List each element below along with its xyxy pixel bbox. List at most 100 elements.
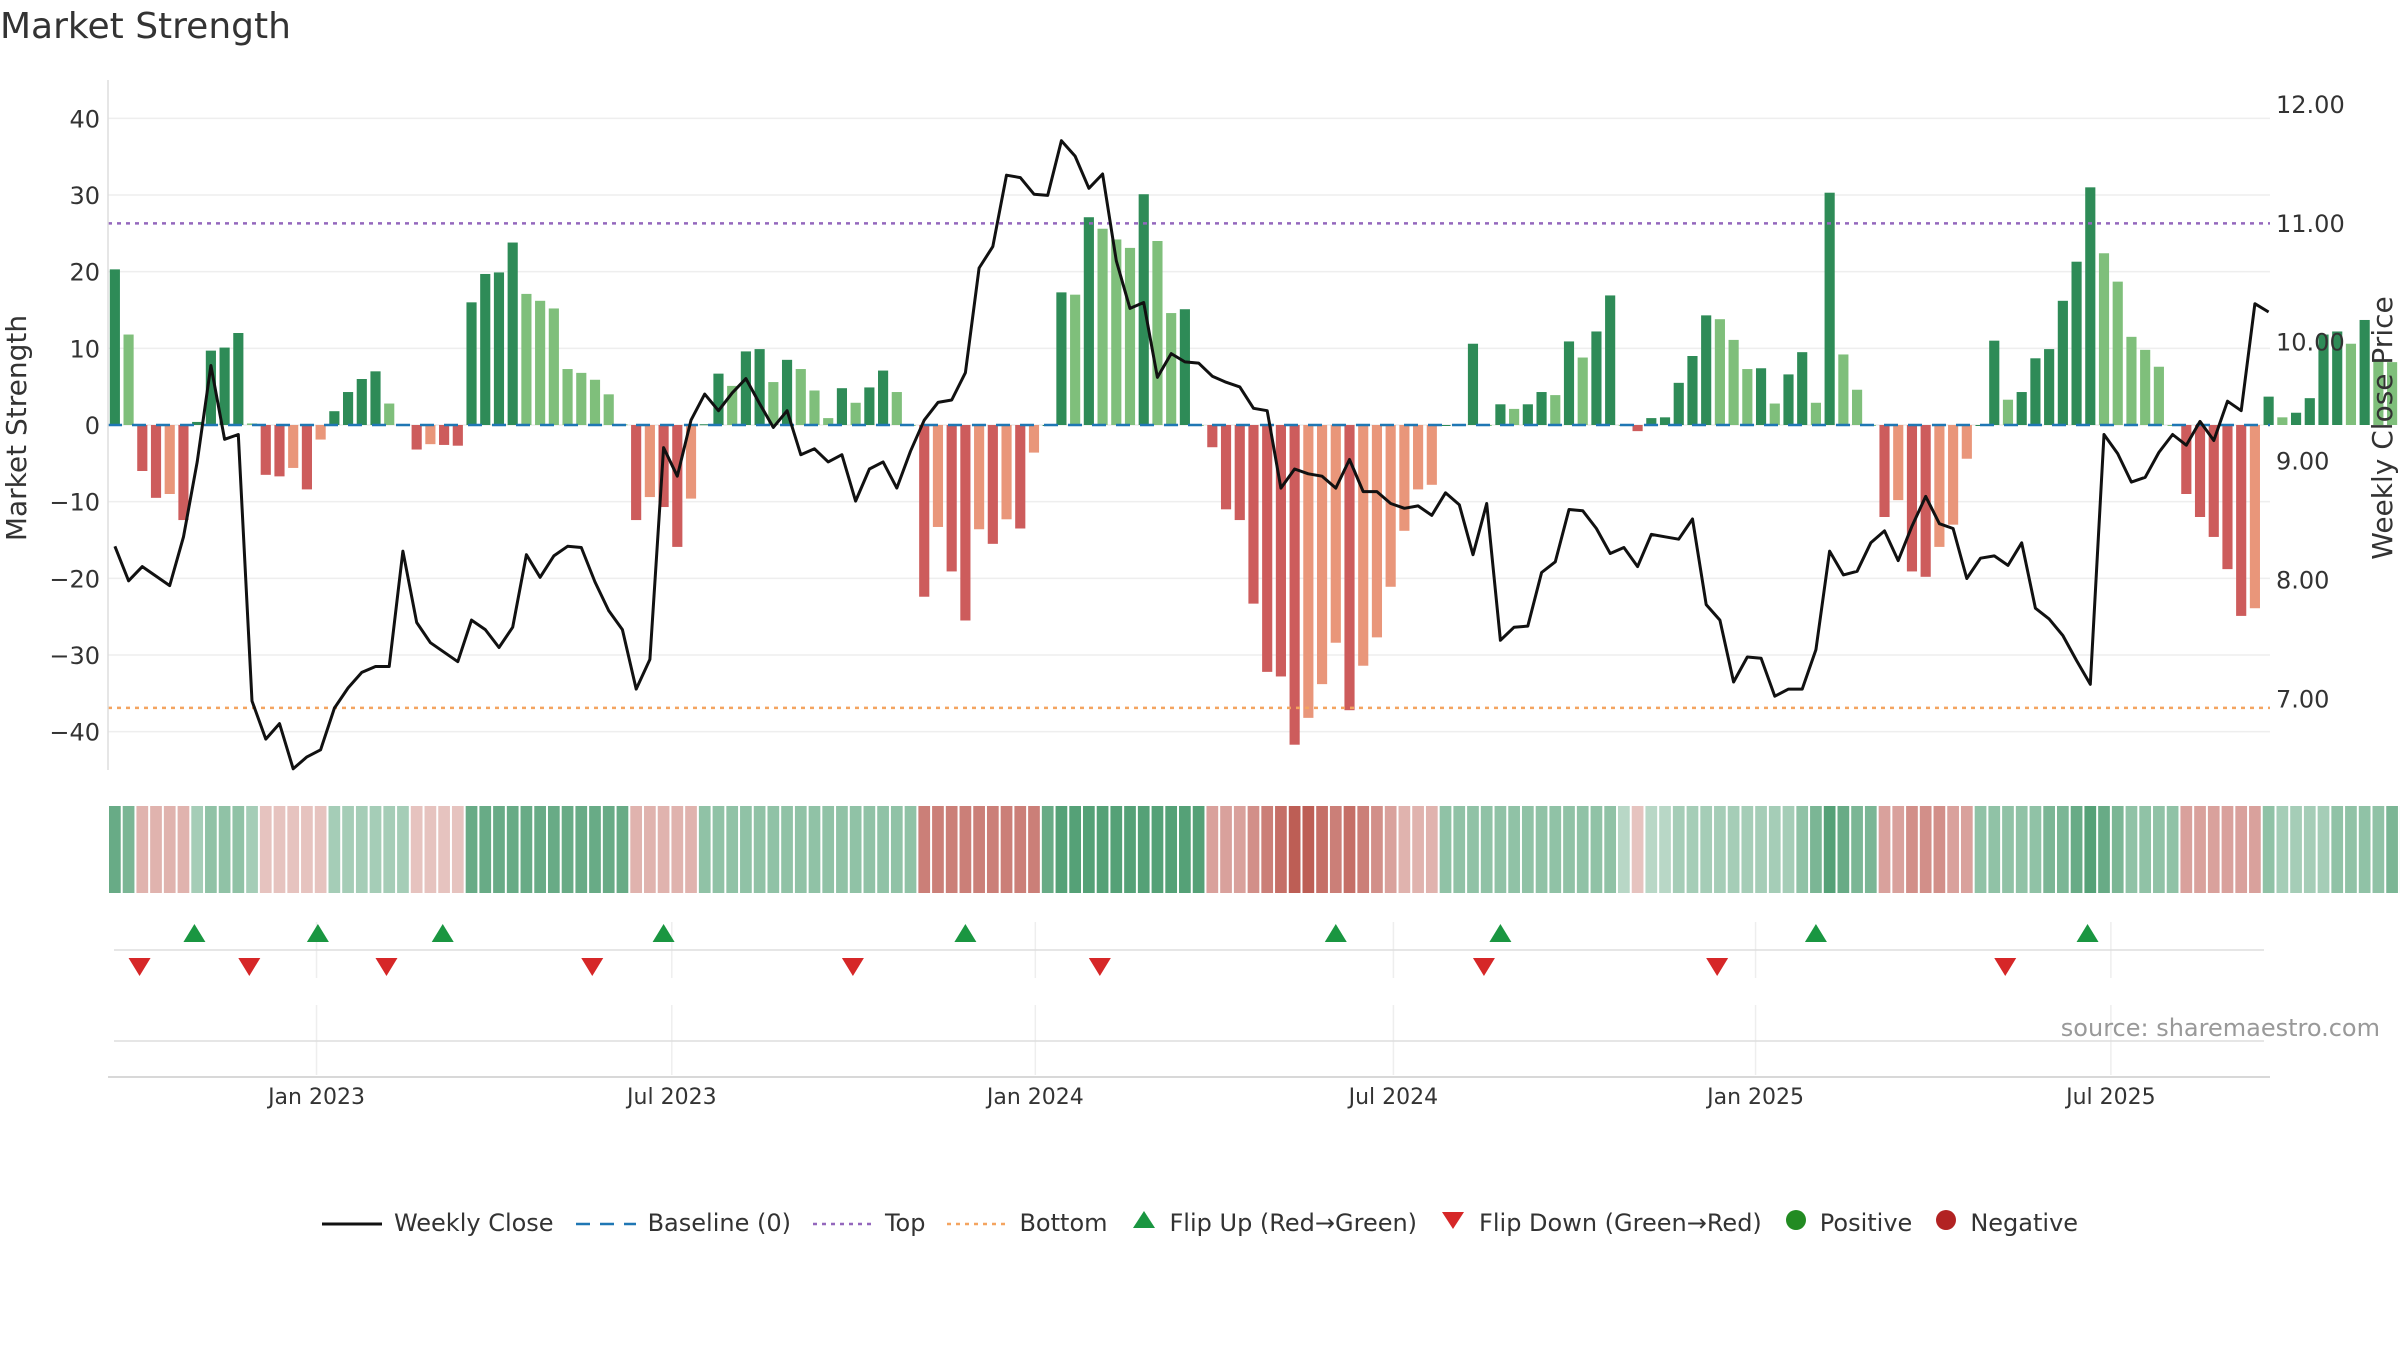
strength-bar bbox=[452, 425, 463, 446]
strength-bar bbox=[2126, 336, 2137, 425]
strength-bar bbox=[699, 424, 710, 426]
strength-bar bbox=[2236, 425, 2247, 616]
band-cell bbox=[1947, 806, 1959, 893]
strength-bar bbox=[2304, 398, 2315, 425]
band-cell bbox=[1028, 806, 1040, 893]
legend-item-positive[interactable]: Positive bbox=[1784, 1208, 1912, 1238]
strength-band bbox=[109, 806, 2400, 893]
y-axis-title-right: Weekly Close Price bbox=[2366, 296, 2399, 559]
legend-item-bottom[interactable]: Bottom bbox=[947, 1208, 1108, 1238]
band-cell bbox=[2221, 806, 2234, 893]
strength-bar bbox=[1220, 425, 1232, 510]
strength-bar bbox=[2332, 331, 2343, 425]
strength-bar bbox=[2153, 366, 2164, 425]
strength-bar bbox=[288, 425, 299, 468]
band-cell bbox=[2056, 806, 2069, 893]
band-cell bbox=[1110, 806, 1123, 893]
strength-bar bbox=[2194, 425, 2206, 517]
band-cell bbox=[1467, 806, 1479, 893]
strength-bar bbox=[439, 425, 450, 445]
legend-item-flipup[interactable]: Flip Up (Red→Green) bbox=[1130, 1208, 1417, 1238]
legend-item-top[interactable]: Top bbox=[812, 1208, 925, 1238]
band-cell bbox=[314, 806, 327, 893]
band-cell bbox=[2249, 806, 2261, 893]
legend-label: Bottom bbox=[1019, 1209, 1108, 1237]
negative-legend-icon bbox=[1934, 1208, 1958, 1238]
source-note: source: sharemaestro.com bbox=[2060, 1014, 2380, 1042]
band-cell bbox=[1659, 806, 1671, 893]
band-cell bbox=[177, 806, 190, 893]
band-cell bbox=[355, 806, 368, 893]
strength-bar bbox=[1591, 331, 1602, 425]
strength-bar bbox=[1948, 425, 1959, 525]
y-axis-title-left: Market Strength bbox=[0, 315, 33, 541]
band-cell bbox=[1165, 806, 1178, 893]
band-cell bbox=[740, 806, 752, 893]
legend-item-weekly[interactable]: Weekly Close bbox=[321, 1208, 554, 1238]
weekly-close-series bbox=[113, 139, 2270, 771]
band-cell bbox=[918, 806, 931, 893]
band-cell bbox=[2180, 806, 2193, 893]
band-cell bbox=[1041, 806, 1054, 893]
strength-bar bbox=[960, 425, 971, 621]
legend-label: Negative bbox=[1970, 1209, 2079, 1237]
band-cell bbox=[986, 806, 999, 893]
strength-bar bbox=[1248, 425, 1259, 604]
weekly-legend-icon bbox=[321, 1209, 382, 1237]
strength-bar bbox=[493, 272, 505, 425]
band-cell bbox=[1645, 806, 1658, 893]
band-cell bbox=[1618, 806, 1630, 893]
band-cell bbox=[589, 806, 601, 893]
band-cell bbox=[2015, 806, 2028, 893]
band-cell bbox=[1316, 806, 1328, 893]
band-cell bbox=[1796, 806, 1809, 893]
strength-bar bbox=[2222, 425, 2233, 570]
band-cell bbox=[1604, 806, 1617, 893]
strength-bar bbox=[123, 334, 134, 425]
band-cell bbox=[1480, 806, 1493, 893]
legend-item-negative[interactable]: Negative bbox=[1934, 1208, 2078, 1238]
band-cell bbox=[2043, 806, 2055, 893]
band-cell bbox=[218, 806, 231, 893]
band-cell bbox=[1151, 806, 1164, 893]
flipdown-legend-icon bbox=[1439, 1208, 1467, 1238]
flip-down-marker bbox=[375, 958, 398, 976]
strength-bar bbox=[2057, 300, 2068, 425]
band-cell bbox=[2358, 806, 2371, 893]
strength-bar bbox=[768, 382, 779, 425]
strength-bar bbox=[1015, 425, 1026, 529]
band-cell bbox=[273, 806, 286, 893]
strength-bar bbox=[1742, 369, 1753, 425]
strength-bar bbox=[1550, 395, 1561, 425]
strength-bar bbox=[1124, 247, 1136, 425]
strength-bar bbox=[2208, 425, 2219, 537]
strength-bar bbox=[850, 402, 861, 425]
band-cell bbox=[973, 806, 985, 893]
band-cell bbox=[410, 806, 423, 893]
band-cell bbox=[2029, 806, 2042, 893]
y-tick-label-left: −10 bbox=[49, 489, 100, 517]
y-tick-label-right: 7.00 bbox=[2276, 686, 2329, 714]
band-cell bbox=[1014, 806, 1027, 893]
strength-bar bbox=[1646, 418, 1657, 425]
strength-bar bbox=[384, 403, 395, 425]
band-cell bbox=[1919, 806, 1932, 893]
positive-legend-icon bbox=[1784, 1208, 1808, 1238]
strength-bar bbox=[260, 425, 271, 475]
band-cell bbox=[794, 806, 807, 893]
strength-bar bbox=[2249, 425, 2260, 609]
strength-bar bbox=[1207, 425, 1218, 448]
flip-down-marker bbox=[1088, 958, 1111, 976]
band-cell bbox=[1741, 806, 1754, 893]
legend-item-baseline[interactable]: Baseline (0) bbox=[575, 1208, 791, 1238]
flip-down-marker bbox=[581, 958, 604, 976]
band-cell bbox=[2276, 806, 2289, 893]
band-cell bbox=[122, 806, 135, 893]
band-cell bbox=[259, 806, 272, 893]
strength-bar bbox=[1275, 425, 1286, 677]
strength-bar bbox=[2016, 392, 2027, 425]
strength-bar bbox=[2002, 399, 2014, 425]
legend-item-flipdown[interactable]: Flip Down (Green→Red) bbox=[1439, 1208, 1762, 1238]
strength-bar bbox=[1056, 292, 1067, 425]
